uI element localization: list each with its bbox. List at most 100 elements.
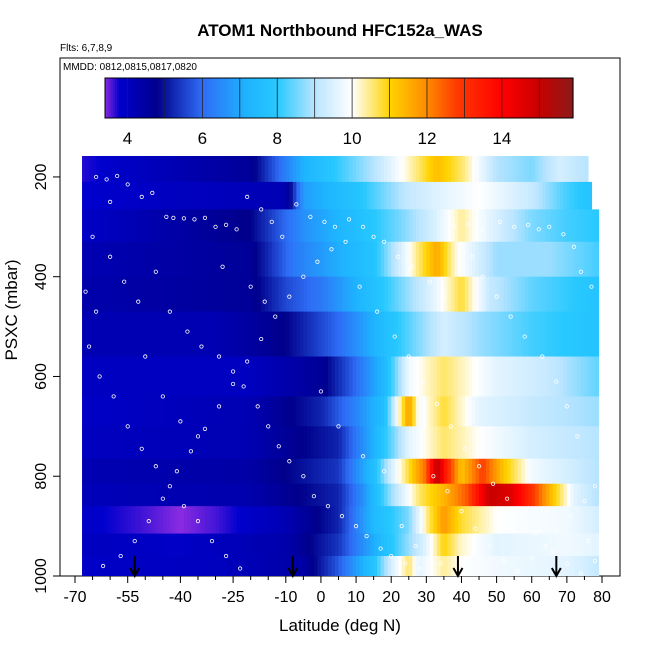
heatmap-cell bbox=[342, 356, 347, 397]
heatmap-cell bbox=[464, 356, 470, 397]
heatmap-cell bbox=[408, 396, 413, 427]
heatmap-cell bbox=[447, 181, 452, 210]
heatmap-cell bbox=[159, 458, 164, 485]
colorbar-swatch bbox=[119, 78, 122, 118]
heatmap-cell bbox=[299, 241, 304, 278]
sample-point bbox=[571, 244, 576, 249]
heatmap-cell bbox=[521, 506, 526, 534]
heatmap-cell bbox=[338, 506, 343, 534]
heatmap-cell bbox=[507, 506, 512, 534]
heatmap-cell bbox=[103, 209, 108, 243]
heatmap-cell bbox=[419, 155, 424, 183]
sample-point bbox=[171, 215, 176, 220]
heatmap-cell bbox=[134, 276, 139, 313]
x-axis: -70 -55 -40 -25 -10 0 10 20 30 40 50 60 70 80 bbox=[63, 576, 611, 606]
heatmap-cell bbox=[89, 356, 94, 397]
heatmap-cell bbox=[394, 396, 399, 427]
sample-point bbox=[223, 222, 229, 227]
heatmap-cell bbox=[387, 276, 392, 313]
heatmap-cell bbox=[461, 181, 466, 210]
heatmap-cell bbox=[254, 426, 259, 460]
heatmap-cell bbox=[486, 556, 491, 576]
heatmap-cell bbox=[292, 155, 297, 183]
heatmap-cell bbox=[82, 396, 87, 427]
heatmap-cell bbox=[176, 533, 181, 557]
sample-point bbox=[192, 217, 197, 222]
heatmap-cell bbox=[408, 506, 413, 534]
heatmap-cell bbox=[454, 155, 459, 183]
heatmap-cell bbox=[310, 241, 315, 278]
heatmap-cell bbox=[580, 458, 586, 485]
heatmap-cell bbox=[141, 396, 146, 427]
heatmap-cell bbox=[92, 311, 97, 357]
heatmap-cell bbox=[264, 181, 269, 210]
colorbar-swatch bbox=[403, 78, 406, 118]
heatmap-cell bbox=[187, 276, 192, 313]
sample-point bbox=[108, 199, 113, 204]
heatmap-cell bbox=[334, 181, 340, 210]
heatmap-cell bbox=[278, 155, 283, 183]
heatmap-cell bbox=[141, 356, 146, 397]
heatmap-cell bbox=[524, 506, 529, 534]
colorbar-swatch bbox=[209, 78, 212, 118]
heatmap-cell bbox=[282, 556, 287, 576]
heatmap-cell bbox=[127, 426, 132, 460]
heatmap-cell bbox=[110, 556, 115, 576]
colorbar-swatch bbox=[457, 78, 460, 118]
heatmap-cell bbox=[377, 276, 382, 313]
heatmap-cell bbox=[433, 181, 438, 210]
heatmap-cell bbox=[162, 181, 167, 210]
sample-point bbox=[329, 247, 334, 252]
heatmap-cell bbox=[236, 396, 241, 427]
heatmap-cell bbox=[285, 396, 290, 427]
heatmap-cell bbox=[363, 356, 368, 397]
heatmap-cell bbox=[489, 311, 494, 357]
heatmap-cell bbox=[117, 181, 122, 210]
heatmap-cell bbox=[243, 556, 248, 576]
heatmap-cell bbox=[535, 241, 540, 278]
heatmap-cell bbox=[482, 458, 487, 485]
heatmap-cell bbox=[212, 533, 217, 557]
heatmap-cell bbox=[587, 556, 593, 576]
heatmap-cell bbox=[380, 556, 385, 576]
heatmap-cell bbox=[190, 276, 196, 313]
heatmap-cell bbox=[96, 458, 101, 485]
heatmap-cell bbox=[215, 533, 220, 557]
heatmap-cell bbox=[535, 311, 540, 357]
heatmap-cell bbox=[370, 276, 375, 313]
sample-point bbox=[202, 426, 208, 431]
colorbar-swatch bbox=[347, 78, 350, 118]
heatmap-cell bbox=[299, 155, 304, 183]
heatmap-cell bbox=[331, 356, 336, 397]
heatmap-cell bbox=[324, 396, 329, 427]
heatmap-cell bbox=[247, 533, 252, 557]
heatmap-cell bbox=[387, 241, 392, 278]
heatmap-cell bbox=[433, 155, 438, 183]
heatmap-cell bbox=[92, 356, 97, 397]
colorbar-swatch bbox=[445, 78, 448, 118]
heatmap-cell bbox=[594, 458, 600, 485]
heatmap-cell bbox=[387, 483, 392, 507]
heatmap-cell bbox=[106, 396, 111, 427]
heatmap-cell bbox=[549, 209, 554, 243]
heatmap-cell bbox=[187, 506, 192, 534]
heatmap-cell bbox=[584, 483, 589, 507]
colorbar-swatch bbox=[361, 78, 364, 118]
heatmap-cell bbox=[85, 241, 90, 278]
heatmap-cell bbox=[440, 311, 445, 357]
heatmap-cell bbox=[92, 506, 97, 534]
heatmap-cell bbox=[134, 533, 139, 557]
colorbar-swatch bbox=[193, 78, 196, 118]
heatmap-cell bbox=[257, 483, 262, 507]
heatmap-cell bbox=[545, 181, 550, 210]
x-tick-label: 40 bbox=[453, 589, 471, 606]
heatmap-cell bbox=[570, 556, 575, 576]
colorbar-swatch bbox=[557, 78, 560, 118]
heatmap-cell bbox=[563, 458, 568, 485]
heatmap-cell bbox=[359, 483, 364, 507]
colorbar-swatch bbox=[563, 78, 566, 118]
heatmap-cell bbox=[187, 155, 192, 183]
colorbar-swatch bbox=[371, 78, 374, 118]
heatmap-cell bbox=[159, 506, 164, 534]
sample-point bbox=[294, 202, 299, 207]
